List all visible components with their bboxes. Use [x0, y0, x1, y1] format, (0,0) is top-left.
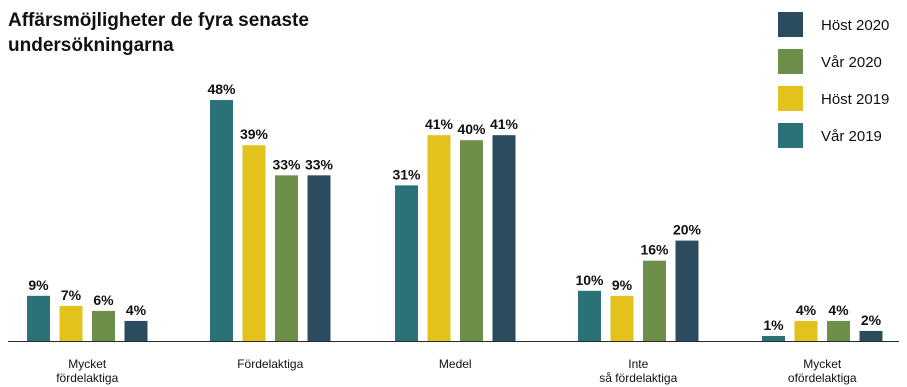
category-label-4-line-1: Inte	[628, 357, 648, 371]
bar-var-2020-cat-2	[275, 175, 298, 341]
chart-title: Affärsmöjligheter de fyra senaste unders…	[8, 8, 428, 58]
legend-swatch-var-2019	[778, 123, 803, 148]
category-label-5-line-1: Mycket	[803, 357, 842, 371]
bar-var-2019-cat-3	[395, 185, 418, 341]
category-label-1-line-1: Mycket	[68, 357, 107, 371]
value-label-var-2019-cat-2: 48%	[207, 81, 236, 97]
legend-label-host-2020: Höst 2020	[821, 17, 889, 34]
value-label-var-2019-cat-4: 10%	[575, 272, 604, 288]
bar-var-2020-cat-3	[460, 140, 483, 341]
bar-host-2020-cat-4	[675, 240, 699, 341]
category-label-5-line-2: ofördelaktiga	[788, 371, 857, 385]
chart-title-line-2: undersökningarna	[8, 35, 174, 56]
category-label-4-line-2: så fördelaktiga	[599, 371, 677, 385]
legend: Höst 2020 Vår 2020 Höst 2019 Vår 2019	[778, 12, 889, 148]
value-label-host-2020-cat-1: 4%	[126, 302, 147, 318]
value-label-var-2019-cat-1: 9%	[28, 277, 49, 293]
legend-label-host-2019: Höst 2019	[821, 91, 889, 108]
value-label-var-2019-cat-5: 1%	[763, 317, 784, 333]
bar-var-2019-cat-1	[27, 295, 50, 341]
value-label-var-2020-cat-1: 6%	[93, 292, 114, 308]
bar-host-2020-cat-3	[492, 135, 516, 341]
bar-var-2019-cat-5	[762, 335, 785, 341]
value-label-host-2020-cat-3: 41%	[490, 116, 519, 132]
bar-var-2020-cat-1	[92, 310, 115, 341]
value-label-host-2019-cat-1: 7%	[61, 287, 82, 303]
bar-host-2019-cat-5	[794, 320, 818, 341]
legend-label-var-2020: Vår 2020	[821, 54, 882, 71]
value-label-var-2020-cat-5: 4%	[828, 302, 849, 318]
bar-host-2020-cat-5	[859, 330, 883, 341]
value-label-host-2019-cat-3: 41%	[425, 116, 454, 132]
category-label-1-line-2: fördelaktiga	[56, 371, 118, 385]
bar-host-2019-cat-1	[59, 305, 83, 341]
bar-var-2019-cat-2	[210, 100, 233, 341]
value-label-var-2020-cat-2: 33%	[272, 156, 301, 172]
value-label-host-2019-cat-2: 39%	[240, 126, 269, 142]
value-label-var-2020-cat-4: 16%	[640, 242, 669, 258]
value-label-host-2019-cat-5: 4%	[796, 302, 817, 318]
bar-var-2019-cat-4	[578, 290, 601, 341]
chart-title-line-1: Affärsmöjligheter de fyra senaste	[8, 10, 309, 31]
category-label-3-line-1: Medel	[439, 357, 472, 371]
bar-host-2019-cat-2	[242, 145, 266, 341]
bars	[27, 100, 883, 341]
bar-host-2019-cat-4	[610, 295, 634, 341]
legend-swatch-host-2020	[778, 12, 803, 37]
category-label-2-line-1: Fördelaktiga	[237, 357, 303, 371]
value-label-host-2020-cat-5: 2%	[861, 312, 882, 328]
value-labels: 9%7% 6%4%48%39%33% 33%31%41% 40% 41%10% 9%16%…	[28, 81, 881, 333]
value-label-var-2019-cat-3: 31%	[392, 166, 421, 182]
value-label-host-2019-cat-4: 9%	[612, 277, 633, 293]
legend-swatch-var-2020	[778, 49, 803, 74]
value-label-host-2020-cat-4: 20%	[673, 222, 702, 238]
value-label-var-2020-cat-3: 40%	[457, 121, 486, 137]
bar-var-2020-cat-4	[643, 260, 666, 341]
value-label-host-2020-cat-2: 33%	[305, 156, 334, 172]
bar-var-2020-cat-5	[827, 320, 850, 341]
bar-host-2020-cat-1	[124, 320, 148, 341]
legend-label-var-2019: Vår 2019	[821, 128, 882, 145]
legend-swatch-host-2019	[778, 86, 803, 111]
bar-host-2019-cat-3	[427, 135, 451, 341]
bar-host-2020-cat-2	[307, 175, 331, 341]
